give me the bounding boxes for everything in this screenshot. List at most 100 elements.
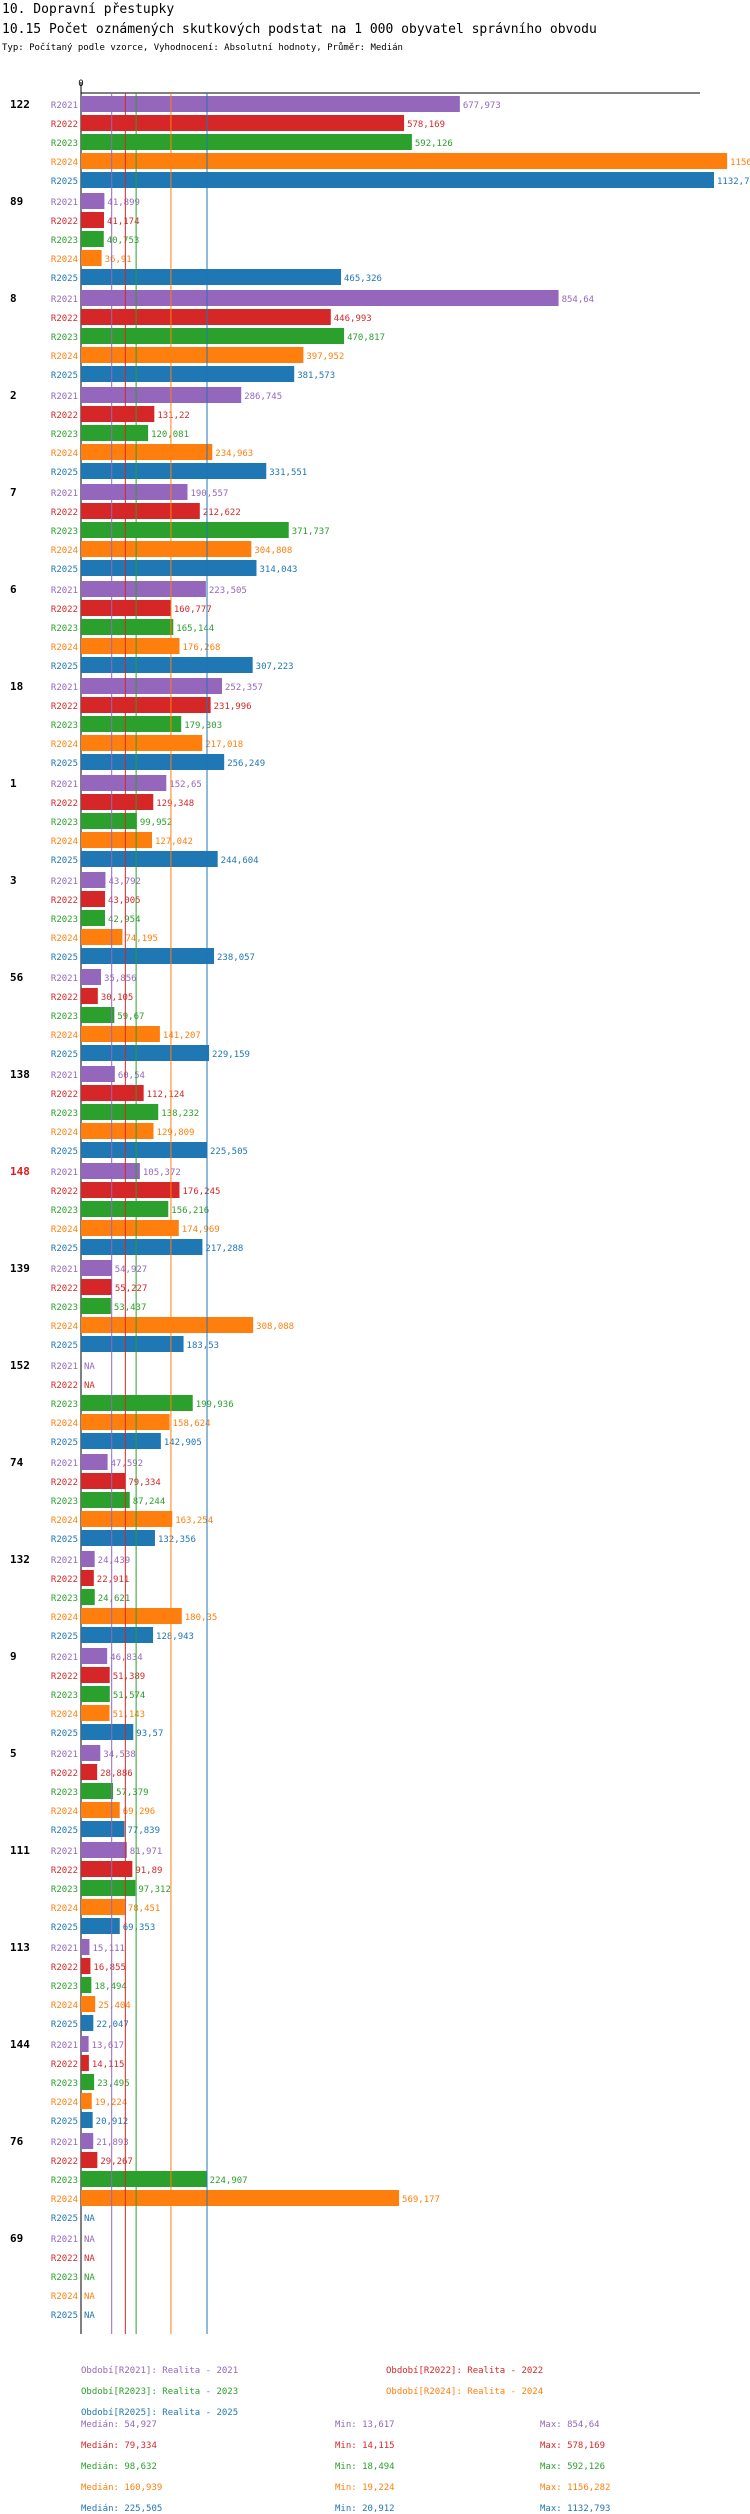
- bar: [81, 1492, 130, 1508]
- bar: [81, 425, 149, 441]
- bar: [81, 813, 137, 829]
- series-label: R2025: [51, 274, 78, 284]
- bar: [81, 1608, 182, 1624]
- bar: [81, 541, 252, 557]
- series-label: R2025: [51, 856, 78, 866]
- bar: [81, 2015, 94, 2031]
- data-label: 120,081: [151, 430, 189, 440]
- data-label: 244,604: [221, 856, 259, 866]
- series-label: R2024: [51, 158, 78, 168]
- data-label: 54,927: [115, 1265, 148, 1275]
- data-label: 34,538: [103, 1750, 136, 1760]
- stat-max: Max: 578,169: [540, 2441, 606, 2451]
- series-label: R2022: [51, 120, 78, 130]
- group-label: 56: [10, 971, 24, 984]
- bar: [81, 193, 105, 209]
- data-label: 46,834: [110, 1653, 143, 1663]
- data-label: 331,551: [269, 468, 307, 478]
- series-label: R2023: [51, 2176, 78, 2186]
- bar: [81, 716, 182, 732]
- bar: [81, 1182, 180, 1198]
- bar: [81, 309, 331, 325]
- series-label: R2021: [51, 1653, 78, 1663]
- group-label: 9: [10, 1650, 17, 1663]
- stat-max: Max: 1132,793: [540, 2504, 611, 2514]
- data-label: 74,195: [125, 934, 158, 944]
- group-label: 6: [10, 583, 17, 596]
- data-label: 60,54: [118, 1071, 145, 1081]
- series-label: R2025: [51, 1826, 78, 1836]
- data-label: 158,624: [173, 1419, 211, 1429]
- series-label: R2023: [51, 1109, 78, 1119]
- data-label: 43,792: [108, 877, 141, 887]
- series-label: R2021: [51, 198, 78, 208]
- bar: [81, 2171, 207, 2187]
- bar: [81, 1433, 161, 1449]
- bar: [81, 2133, 94, 2149]
- series-label: R2022: [51, 799, 78, 809]
- bar: [81, 1163, 140, 1179]
- data-label: 578,169: [407, 120, 445, 130]
- group-label: 138: [10, 1068, 30, 1081]
- data-label: 371,737: [292, 527, 330, 537]
- bar: [81, 231, 104, 247]
- bar: [81, 832, 152, 848]
- series-label: R2021: [51, 2041, 78, 2051]
- bar: [81, 328, 345, 344]
- bar: [81, 1279, 112, 1295]
- chart-info: Typ: Počítaný podle vzorce, Vyhodnocení:…: [2, 43, 403, 53]
- bar: [81, 891, 106, 907]
- series-label: R2021: [51, 877, 78, 887]
- bar: [81, 1764, 98, 1780]
- bar: [81, 1705, 110, 1721]
- series-label: R2021: [51, 586, 78, 596]
- series-label: R2021: [51, 683, 78, 693]
- series-label: R2025: [51, 1244, 78, 1254]
- series-label: R2022: [51, 411, 78, 421]
- data-label: 43,005: [108, 896, 141, 906]
- series-label: R2022: [51, 605, 78, 615]
- bar: [81, 1570, 94, 1586]
- data-label: 51,389: [113, 1672, 146, 1682]
- data-label: 36,91: [105, 255, 132, 265]
- series-label: R2024: [51, 1419, 78, 1429]
- bar: [81, 910, 106, 926]
- series-label: R2024: [51, 2195, 78, 2205]
- series-label: R2022: [51, 1672, 78, 1682]
- series-label: R2022: [51, 508, 78, 518]
- bar: [81, 657, 253, 673]
- data-label: 677,973: [463, 101, 501, 111]
- data-label: 592,126: [415, 139, 453, 149]
- stat-min: Min: 20,912: [335, 2504, 395, 2514]
- bar: [81, 735, 203, 751]
- series-label: R2024: [51, 449, 78, 459]
- data-label: 1156,282: [730, 158, 750, 168]
- bar: [81, 212, 105, 228]
- bar: [81, 2055, 89, 2071]
- group-label: 89: [10, 195, 23, 208]
- bar: [81, 1085, 144, 1101]
- group-label: 7: [10, 486, 17, 499]
- series-label: R2025: [51, 2117, 78, 2127]
- bar: [81, 2152, 98, 2168]
- series-label: R2022: [51, 1575, 78, 1585]
- bar: [81, 406, 155, 422]
- group-label: 132: [10, 1553, 30, 1566]
- group-label: 113: [10, 1941, 30, 1954]
- bar: [81, 2112, 93, 2128]
- data-label: 22,911: [97, 1575, 130, 1585]
- data-label: 93,57: [136, 1729, 163, 1739]
- bar: [81, 1821, 125, 1837]
- bar: [81, 347, 304, 363]
- series-label: R2022: [51, 896, 78, 906]
- data-label: 179,303: [184, 721, 222, 731]
- stat-min: Min: 14,115: [335, 2441, 395, 2451]
- group-label: 139: [10, 1262, 30, 1275]
- data-label: 176,268: [182, 643, 220, 653]
- bar: [81, 1842, 127, 1858]
- stat-min: Min: 13,617: [335, 2420, 395, 2430]
- bar: [81, 969, 102, 985]
- data-label: NA: [84, 1381, 95, 1391]
- series-label: R2023: [51, 818, 78, 828]
- bar: [81, 1317, 254, 1333]
